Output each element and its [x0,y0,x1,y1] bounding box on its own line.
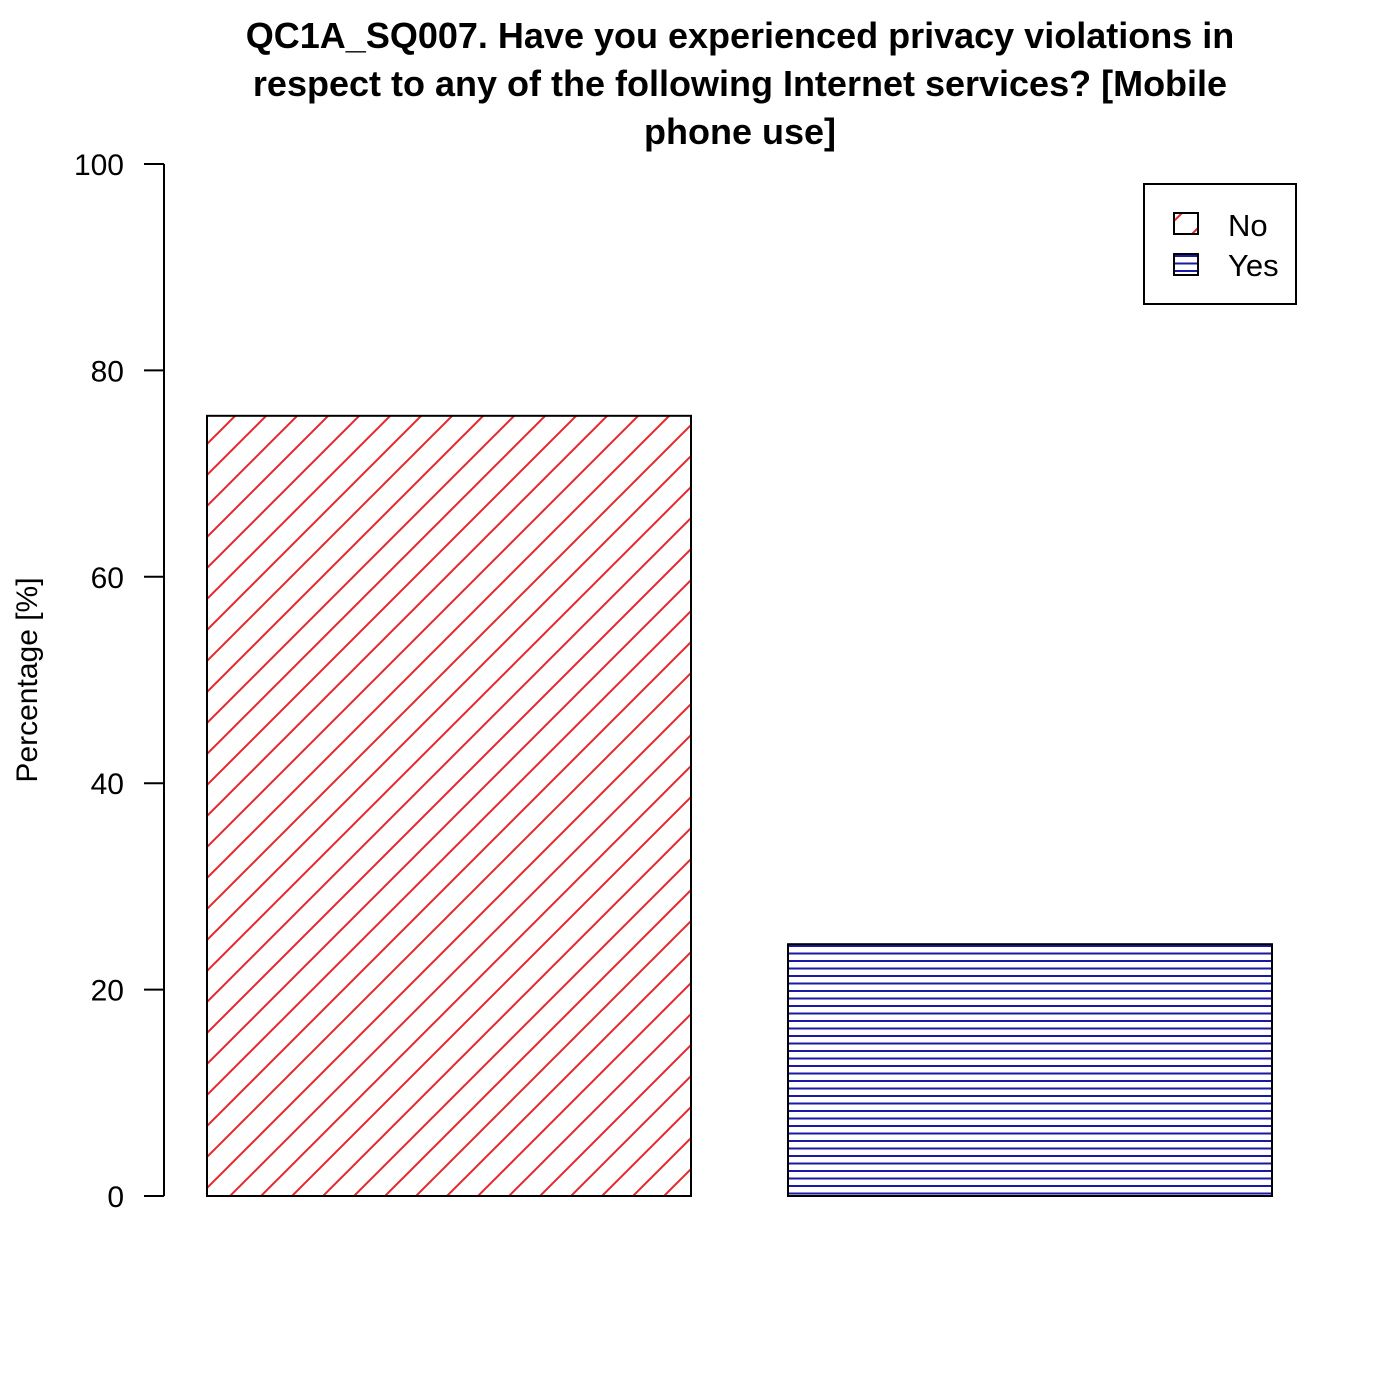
title-line-2: respect to any of the following Internet… [253,63,1227,104]
legend-swatch-yes [1173,253,1199,276]
legend-label-yes: Yes [1228,248,1279,283]
legend-box [1143,183,1297,305]
y-axis-label: Percentage [%] [11,577,44,782]
legend-swatch-no [1173,212,1199,235]
y-tick-label-100: 100 [74,149,124,182]
y-tick-label-0: 0 [107,1181,124,1214]
chart-title: QC1A_SQ007. Have you experienced privacy… [246,15,1234,152]
y-tick-label-40: 40 [91,768,124,801]
title-line-1: QC1A_SQ007. Have you experienced privacy… [246,15,1234,56]
y-tick-label-20: 20 [91,975,124,1008]
bars-group [206,414,1273,1198]
bar-yes [787,943,1273,1198]
bar-no [206,414,692,1198]
y-axis: 0 20 40 60 80 100 [74,149,165,1214]
y-tick-label-60: 60 [91,562,124,595]
legend-label-no: No [1228,208,1268,243]
y-tick-label-80: 80 [91,355,124,388]
legend: No Yes [1143,183,1297,305]
title-line-3: phone use] [644,111,836,152]
